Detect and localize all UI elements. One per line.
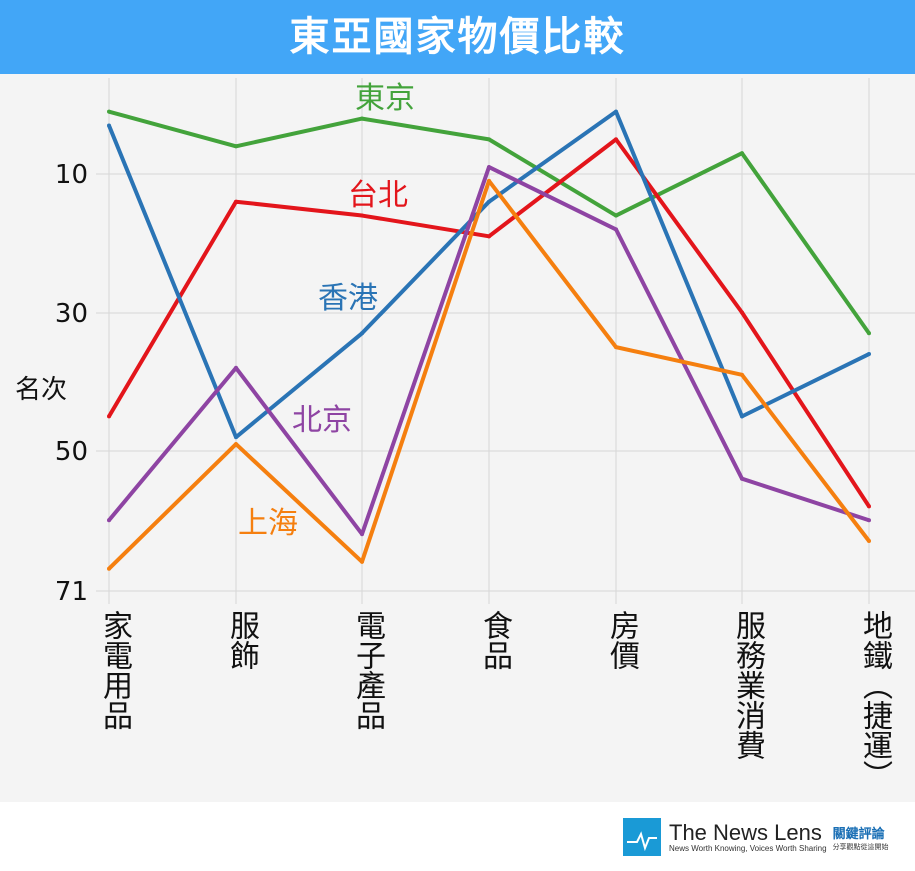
plot-area <box>0 74 915 802</box>
data-point <box>740 414 744 419</box>
data-point <box>487 234 491 239</box>
data-point <box>614 109 618 114</box>
data-point <box>867 518 871 523</box>
data-point <box>107 414 111 419</box>
y-axis-label: 名次 <box>15 375 67 405</box>
data-point <box>360 532 364 537</box>
x-tick-label: 電子產品 <box>350 610 385 730</box>
data-point <box>107 518 111 523</box>
brand-name: The News Lens <box>669 819 822 845</box>
data-point <box>234 365 238 370</box>
series-label: 北京 <box>292 403 352 438</box>
y-tick-label: 71 <box>55 577 88 607</box>
y-tick-label: 30 <box>55 299 88 329</box>
logo-icon <box>623 818 661 856</box>
data-point <box>614 137 618 142</box>
data-point <box>487 178 491 183</box>
x-tick-label: 食品 <box>477 610 512 670</box>
series-label: 東京 <box>355 81 415 116</box>
x-tick-label: 家電用品 <box>97 610 132 730</box>
y-tick-label: 50 <box>55 437 88 467</box>
data-point <box>867 504 871 509</box>
data-point <box>360 116 364 121</box>
data-point <box>867 352 871 357</box>
data-point <box>360 331 364 336</box>
x-tick-label: 房價 <box>604 610 639 670</box>
data-point <box>867 539 871 544</box>
x-tick-label: 地鐵（捷運） <box>857 610 892 790</box>
data-point <box>614 213 618 218</box>
x-tick-label: 服飾 <box>224 610 259 670</box>
series-label: 上海 <box>238 506 298 541</box>
data-point <box>107 123 111 128</box>
brand-tagline-cn: 分享觀點從這開始 <box>832 842 889 851</box>
data-point <box>614 345 618 350</box>
data-point <box>360 213 364 218</box>
data-point <box>740 310 744 315</box>
y-tick-label: 10 <box>55 160 88 190</box>
data-point <box>740 372 744 377</box>
brand-name-cn: 關鍵評論 <box>832 826 885 842</box>
data-point <box>740 151 744 156</box>
data-point <box>614 227 618 232</box>
data-point <box>740 476 744 481</box>
series-label: 台北 <box>348 178 408 213</box>
data-point <box>234 435 238 440</box>
data-point <box>107 566 111 571</box>
chart-title: 東亞國家物價比較 <box>0 0 915 74</box>
data-point <box>487 199 491 204</box>
data-point <box>487 165 491 170</box>
data-point <box>867 331 871 336</box>
x-tick-label: 服務業消費 <box>730 610 765 760</box>
data-point <box>107 109 111 114</box>
brand-tagline: News Worth Knowing, Voices Worth Sharing <box>669 843 827 853</box>
data-point <box>234 199 238 204</box>
news-lens-logo: The News Lens News Worth Knowing, Voices… <box>623 818 889 856</box>
data-point <box>360 559 364 564</box>
data-point <box>487 137 491 142</box>
series-label: 香港 <box>318 281 378 316</box>
data-point <box>234 144 238 149</box>
data-point <box>234 442 238 447</box>
